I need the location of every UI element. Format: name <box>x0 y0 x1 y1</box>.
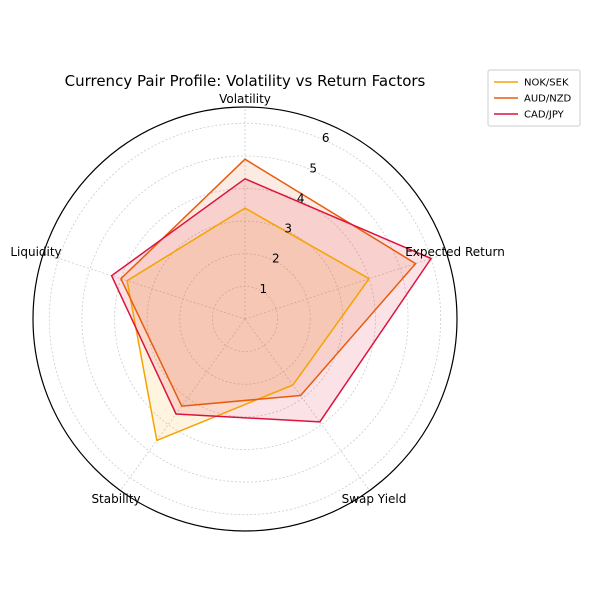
spoke-2 <box>244 253 447 320</box>
series-fill-3 <box>111 178 432 422</box>
legend-label-2: AUD/NZD <box>524 94 572 105</box>
axis-label-4: Stability <box>91 492 140 506</box>
tick-label-4: 4 <box>297 192 305 206</box>
legend-label-3: CAD/JPY <box>524 110 565 121</box>
legend: NOK/SEK AUD/NZD CAD/JPY <box>487 69 581 127</box>
legend-frame <box>487 69 581 127</box>
radar-grid <box>43 107 447 516</box>
tick-label-6: 6 <box>322 131 330 145</box>
outer-ring <box>32 106 458 532</box>
axis-labels: Volatility Expected Return Swap Yield Stabi… <box>10 92 504 506</box>
tick-label-5: 5 <box>309 161 317 175</box>
grid-ring-4 <box>114 188 376 450</box>
axis-label-2: Expected Return <box>405 245 505 259</box>
tick-label-2: 2 <box>272 252 280 266</box>
axis-label-3: Swap Yield <box>342 492 407 506</box>
series-line-1 <box>126 207 370 442</box>
series-fill-1 <box>127 208 370 441</box>
series-line-2 <box>120 158 417 407</box>
grid-ring-5 <box>81 155 409 483</box>
spoke-5 <box>43 253 246 320</box>
tick-label-1: 1 <box>260 282 268 296</box>
series-line-3 <box>110 178 432 423</box>
tick-label-3: 3 <box>284 222 292 236</box>
grid-ring-2 <box>179 253 311 385</box>
radial-tick-labels: 1 2 3 4 5 6 <box>260 131 330 296</box>
axis-label-5: Liquidity <box>10 245 61 259</box>
radar-series <box>110 158 432 442</box>
grid-ring-6 <box>48 122 442 516</box>
legend-label-1: NOK/SEK <box>524 78 569 89</box>
axis-label-1: Volatility <box>219 92 271 106</box>
spoke-4 <box>120 318 246 491</box>
spoke-3 <box>244 318 370 491</box>
chart-title: Currency Pair Profile: Volatility vs Ret… <box>65 72 426 90</box>
